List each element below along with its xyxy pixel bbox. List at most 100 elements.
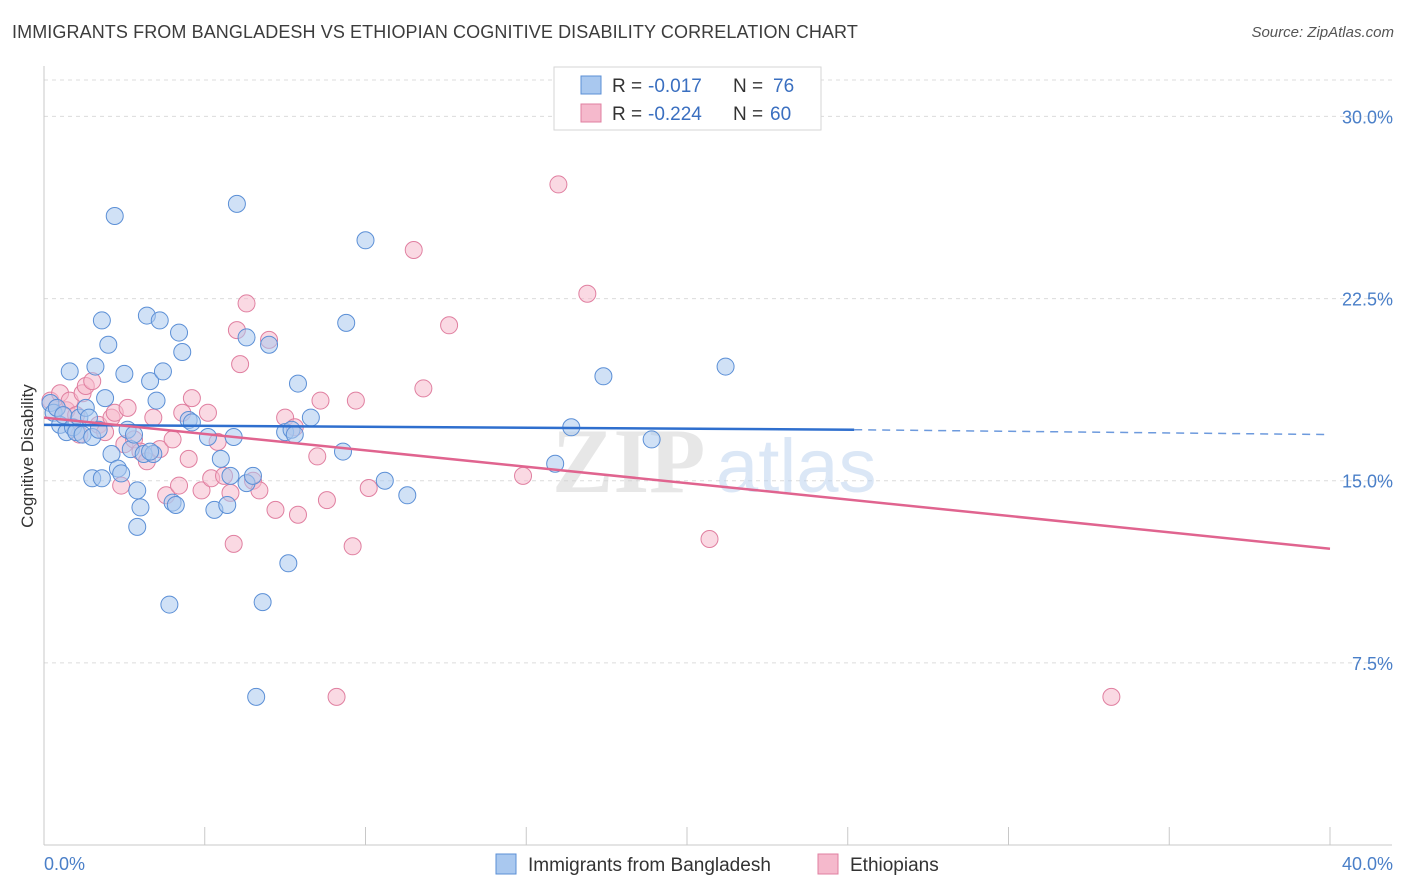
- bangladesh-point-39: [160, 595, 179, 614]
- ethiopians-point-51: [359, 479, 378, 497]
- grid-layer: [44, 79, 1392, 664]
- bangladesh-point-69: [398, 486, 417, 505]
- legend-n-label-blue: N =: [733, 76, 763, 97]
- bangladesh-point-56: [247, 687, 266, 706]
- bangladesh-point-74: [716, 357, 735, 376]
- y-tick-label-1: 15.0%: [1342, 472, 1393, 492]
- legend-r-value-pink: -0.224: [648, 104, 702, 125]
- ethiopians-trend-line: [43, 416, 1331, 550]
- axis-layer: [43, 66, 1392, 846]
- ethiopians-point-54: [440, 316, 459, 335]
- bangladesh-point-70: [546, 454, 565, 473]
- bangladesh-point-60: [279, 554, 298, 573]
- ethiopians-point-44: [288, 505, 307, 524]
- ethiopians-point-58: [700, 530, 719, 548]
- watermark-atlas: atlas: [716, 424, 877, 509]
- bangladesh-point-30: [128, 517, 147, 536]
- x-tick-label-0: 0.0%: [44, 854, 85, 874]
- bangladesh-point-52: [227, 194, 246, 213]
- bangladesh-point-6: [60, 362, 79, 381]
- series-legend-swatch-pink: [817, 853, 839, 875]
- bangladesh-point-68: [375, 471, 394, 490]
- bangladesh-point-15: [86, 357, 105, 376]
- y-tick-label-2: 22.5%: [1342, 290, 1393, 310]
- ethiopians-point-36: [231, 355, 250, 374]
- ethiopians-point-59: [1102, 687, 1121, 706]
- bangladesh-point-49: [218, 496, 237, 514]
- ethiopians-point-52: [404, 241, 423, 259]
- bangladesh-trend-extension: [854, 428, 1331, 436]
- bangladesh-points: [41, 194, 735, 706]
- bangladesh-point-24: [112, 464, 131, 483]
- ethiopians-point-53: [414, 379, 433, 398]
- stats-legend: R = -0.017 N = 76 R = -0.224 N = 60: [553, 66, 822, 131]
- tick-labels: 7.5% 15.0% 22.5% 30.0% 0.0% 40.0%: [44, 107, 1393, 874]
- series-legend-label-blue: Immigrants from Bangladesh: [528, 855, 771, 876]
- y-tick-label-0: 7.5%: [1352, 654, 1393, 674]
- bangladesh-point-29: [128, 481, 147, 500]
- bangladesh-point-43: [173, 343, 192, 361]
- bangladesh-point-48: [211, 449, 230, 468]
- legend-r-label-pink: R =: [612, 104, 642, 125]
- ethiopians-point-20: [144, 408, 163, 427]
- legend-n-value-pink: 60: [770, 104, 791, 125]
- ethiopians-point-34: [224, 534, 243, 553]
- bangladesh-point-46: [198, 428, 217, 446]
- legend-n-value-blue: 76: [773, 76, 794, 97]
- bangladesh-point-42: [170, 323, 189, 342]
- bangladesh-point-72: [594, 367, 613, 386]
- ethiopians-point-56: [549, 175, 568, 194]
- x-tick-label-1: 40.0%: [1342, 854, 1393, 874]
- ethiopians-point-26: [179, 449, 198, 468]
- ethiopians-point-46: [311, 391, 330, 410]
- ethiopians-point-27: [182, 389, 201, 408]
- ethiopians-point-45: [308, 447, 327, 466]
- bangladesh-point-62: [285, 425, 304, 444]
- legend-n-label-pink: N =: [733, 104, 763, 125]
- legend-r-value-blue: -0.017: [648, 76, 702, 97]
- ethiopians-point-48: [327, 687, 346, 706]
- ethiopians-point-55: [514, 466, 533, 485]
- bangladesh-point-20: [99, 335, 118, 354]
- bangladesh-point-75: [141, 442, 160, 461]
- bangladesh-point-64: [301, 408, 320, 427]
- bangladesh-point-34: [141, 372, 160, 391]
- legend-r-label-blue: R =: [612, 76, 642, 97]
- bangladesh-point-53: [237, 328, 256, 347]
- series-legend-swatch-blue: [495, 853, 517, 875]
- bangladesh-point-17: [92, 469, 111, 488]
- bangladesh-point-37: [150, 311, 169, 330]
- source-credit: Source: ZipAtlas.com: [1251, 24, 1394, 41]
- bangladesh-point-65: [333, 442, 352, 461]
- bangladesh-point-66: [337, 313, 356, 332]
- bangladesh-point-41: [166, 496, 185, 514]
- ethiopians-point-9: [83, 372, 102, 391]
- bangladesh-point-31: [131, 498, 150, 517]
- bangladesh-point-73: [642, 430, 661, 449]
- ethiopians-point-29: [198, 403, 217, 422]
- bangladesh-point-19: [96, 389, 115, 408]
- bangladesh-point-18: [92, 311, 111, 330]
- chart-title: IMMIGRANTS FROM BANGLADESH VS ETHIOPIAN …: [12, 22, 858, 42]
- ethiopians-point-41: [266, 500, 285, 519]
- y-tick-label-3: 30.0%: [1342, 107, 1393, 127]
- bangladesh-point-50: [221, 466, 240, 485]
- ethiopians-point-47: [317, 491, 336, 510]
- bangladesh-point-25: [115, 364, 134, 383]
- trend-lines: [43, 416, 1331, 550]
- series-legend: Immigrants from Bangladesh Ethiopians: [495, 853, 939, 876]
- ethiopians-point-24: [170, 476, 189, 495]
- bangladesh-trend-line: [43, 423, 855, 431]
- bangladesh-point-67: [356, 231, 375, 250]
- series-legend-label-pink: Ethiopians: [850, 855, 939, 876]
- bangladesh-point-63: [288, 374, 307, 393]
- bangladesh-point-45: [182, 413, 201, 432]
- y-axis-label: Cognitive Disability: [18, 384, 37, 528]
- bangladesh-point-36: [147, 391, 166, 410]
- ethiopians-points: [41, 175, 1121, 706]
- bangladesh-point-22: [105, 207, 124, 225]
- ethiopians-point-49: [343, 537, 362, 556]
- legend-swatch-blue: [580, 75, 602, 95]
- legend-swatch-pink: [580, 103, 602, 123]
